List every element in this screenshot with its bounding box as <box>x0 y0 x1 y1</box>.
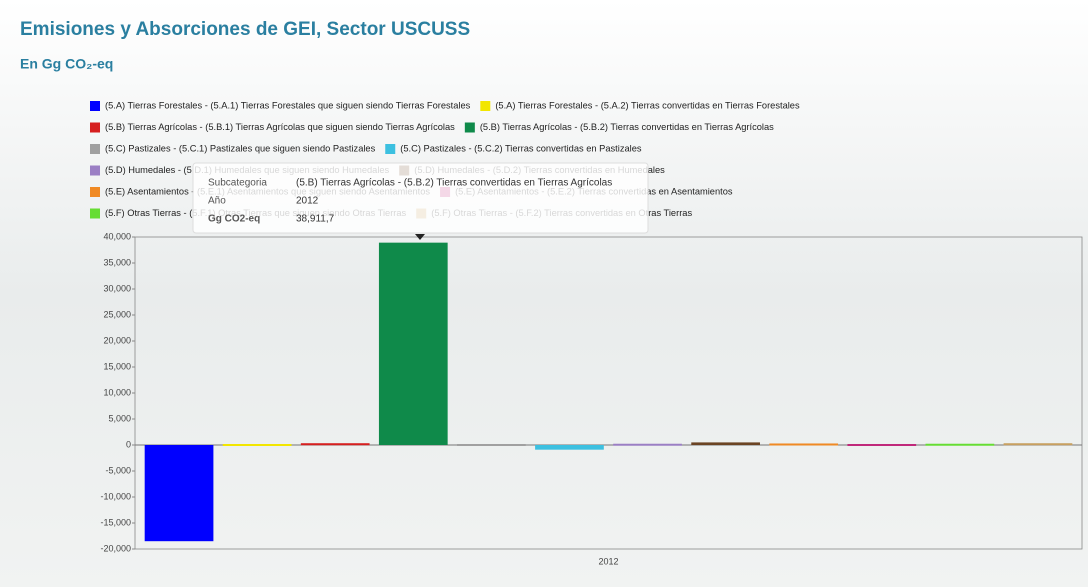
bar[interactable] <box>457 444 526 446</box>
y-tick-label: -20,000 <box>100 543 131 553</box>
legend-label[interactable]: (5.C) Pastizales - (5.C.2) Tierras conve… <box>400 143 642 153</box>
bar[interactable] <box>691 442 760 445</box>
tooltip-value: 38,911,7 <box>296 214 335 225</box>
legend-swatch[interactable] <box>90 144 100 154</box>
legend-swatch[interactable] <box>90 101 100 111</box>
bar[interactable] <box>379 243 448 445</box>
tooltip-key: Año <box>208 196 226 207</box>
page: Emisiones y Absorciones de GEI, Sector U… <box>0 0 1088 587</box>
y-tick-label: 30,000 <box>103 283 131 293</box>
legend-label[interactable]: (5.B) Tierras Agrícolas - (5.B.1) Tierra… <box>105 122 455 132</box>
bar[interactable] <box>769 443 838 445</box>
tooltip-value: 2012 <box>296 196 319 207</box>
bar[interactable] <box>301 443 370 445</box>
legend-swatch[interactable] <box>480 101 490 111</box>
bar[interactable] <box>145 445 214 541</box>
y-tick-label: 15,000 <box>103 361 131 371</box>
bar[interactable] <box>1004 443 1073 445</box>
y-tick-label: -15,000 <box>100 517 131 527</box>
legend-swatch[interactable] <box>465 123 475 133</box>
y-tick-label: 20,000 <box>103 335 131 345</box>
legend-label[interactable]: (5.A) Tierras Forestales - (5.A.2) Tierr… <box>495 100 800 110</box>
legend-swatch[interactable] <box>385 144 395 154</box>
chart: Emisiones y Absorciones de GEI, Sector U… <box>0 0 1088 587</box>
bar[interactable] <box>613 444 682 446</box>
bar[interactable] <box>535 445 604 450</box>
legend-label[interactable]: (5.B) Tierras Agrícolas - (5.B.2) Tierra… <box>480 122 774 132</box>
legend-swatch[interactable] <box>90 187 100 197</box>
legend-swatch[interactable] <box>90 166 100 176</box>
tooltip-key: Gg CO2-eq <box>208 214 260 225</box>
bar[interactable] <box>847 444 916 446</box>
y-tick-label: 35,000 <box>103 257 131 267</box>
y-tick-label: -10,000 <box>100 491 131 501</box>
tooltip-box <box>193 163 648 233</box>
legend-swatch[interactable] <box>90 209 100 219</box>
y-tick-label: 5,000 <box>108 413 131 423</box>
y-tick-label: 40,000 <box>103 231 131 241</box>
legend-label[interactable]: (5.A) Tierras Forestales - (5.A.1) Tierr… <box>105 100 471 110</box>
y-tick-label: -5,000 <box>105 465 131 475</box>
y-tick-label: 25,000 <box>103 309 131 319</box>
chart-title: Emisiones y Absorciones de GEI, Sector U… <box>20 19 470 40</box>
y-tick-label: 10,000 <box>103 387 131 397</box>
x-tick-label: 2012 <box>598 556 618 566</box>
y-tick-label: 0 <box>126 439 131 449</box>
bar[interactable] <box>926 444 995 446</box>
legend-swatch[interactable] <box>90 123 100 133</box>
tooltip-key: Subcategoria <box>208 178 267 189</box>
tooltip-value: (5.B) Tierras Agrícolas - (5.B.2) Tierra… <box>296 178 612 189</box>
legend-label[interactable]: (5.C) Pastizales - (5.C.1) Pastizales qu… <box>105 143 376 153</box>
bar[interactable] <box>223 444 292 446</box>
chart-subtitle: En Gg CO₂-eq <box>20 56 113 72</box>
